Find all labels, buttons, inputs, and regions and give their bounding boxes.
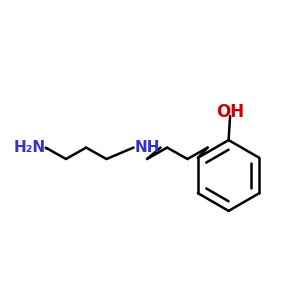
Text: H₂N: H₂N <box>14 140 46 155</box>
Text: OH: OH <box>216 103 244 121</box>
Text: NH: NH <box>134 140 160 155</box>
